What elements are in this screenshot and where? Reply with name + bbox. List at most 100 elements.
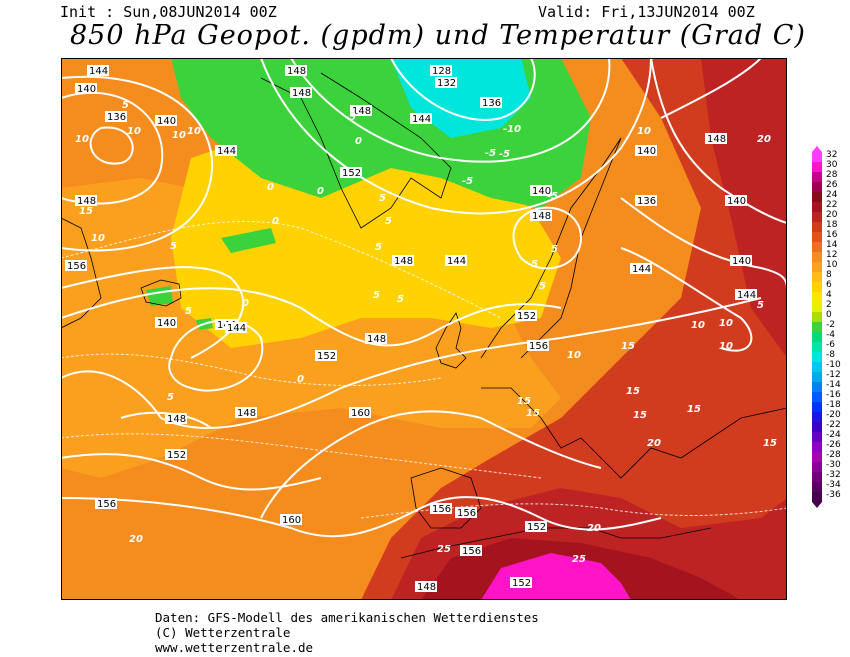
colorbar-cell [812, 462, 822, 472]
temperature-label: -5 [499, 149, 510, 160]
colorbar-cell [812, 182, 822, 192]
geopotential-label: 152 [515, 310, 537, 322]
colorbar-label: -6 [826, 340, 835, 350]
website-url[interactable]: www.wetterzentrale.de [155, 640, 314, 655]
colorbar-label: 4 [826, 290, 832, 300]
geopotential-label: 160 [349, 407, 371, 419]
colorbar-cell [812, 152, 822, 162]
colorbar-cell [812, 432, 822, 442]
colorbar-label: 24 [826, 190, 838, 200]
svg-text:152: 152 [512, 578, 531, 589]
geopotential-label: 156 [455, 507, 477, 519]
colorbar-label: 26 [826, 180, 838, 190]
temperature-label: 5 [379, 193, 386, 204]
map-frame [61, 58, 787, 600]
colorbar-label: -14 [826, 380, 841, 390]
colorbar-cell [812, 162, 822, 172]
svg-text:144: 144 [632, 264, 651, 275]
temperature-label: 10 [567, 350, 581, 361]
svg-text:152: 152 [342, 168, 361, 179]
temperature-label: -10 [503, 124, 521, 135]
temperature-label: 10 [691, 320, 705, 331]
geopotential-label: 140 [530, 185, 552, 197]
isoline-low-atlantic [168, 319, 264, 392]
temperature-label: 20 [587, 523, 601, 534]
svg-text:148: 148 [292, 88, 311, 99]
svg-text:144: 144 [217, 146, 236, 157]
geopotential-label: 152 [165, 449, 187, 461]
geopotential-label: 152 [525, 521, 547, 533]
temperature-label: 25 [572, 554, 586, 565]
geopotential-label: 136 [105, 111, 127, 123]
temperature-label: 0 [317, 186, 324, 197]
temperature-label: 15 [687, 404, 701, 415]
geopotential-label: 140 [75, 83, 97, 95]
greenland-coast [260, 72, 452, 229]
geopotential-label: 156 [460, 545, 482, 557]
svg-text:156: 156 [432, 504, 451, 515]
svg-text:156: 156 [529, 341, 548, 352]
temperature-label: -5 [462, 176, 473, 187]
geopotential-label: 132 [435, 77, 457, 89]
temperature-label: 0 [355, 136, 362, 147]
svg-text:152: 152 [167, 450, 186, 461]
colorbar-cell [812, 492, 822, 502]
isoline-144 [61, 75, 214, 252]
temperature-label: 5 [539, 281, 546, 292]
svg-text:152: 152 [517, 311, 536, 322]
colorbar-label: 32 [826, 150, 837, 160]
colorbar-label: 28 [826, 170, 838, 180]
temperature-label: 15 [763, 438, 777, 449]
temperature-label: 5 [551, 244, 558, 255]
iceland-coast [140, 279, 182, 307]
temperature-label: 20 [647, 438, 661, 449]
colorbar-label: 6 [826, 280, 832, 290]
geopotential-label: 144 [215, 145, 237, 157]
svg-text:140: 140 [732, 256, 751, 267]
colorbar-cell [812, 372, 822, 382]
isoline-east-low [620, 247, 753, 352]
temperature-colorbar: 32302826242220181614121086420-2-4-6-8-10… [812, 146, 841, 508]
isoline-east-148 [660, 58, 762, 119]
map-title: 850 hPa Geopot. (gpdm) und Temperatur (G… [70, 20, 806, 51]
temperature-label: 5 [375, 242, 382, 253]
geopotential-label: 144 [410, 113, 432, 125]
colorbar-cell [812, 382, 822, 392]
temperature-label: 25 [437, 544, 451, 555]
temperature-label: -5 [345, 112, 356, 123]
svg-text:136: 136 [107, 112, 126, 123]
svg-text:140: 140 [77, 84, 96, 95]
north-africa-coast [400, 527, 712, 559]
data-source-credit: Daten: GFS-Modell des amerikanischen Wet… [155, 610, 539, 625]
colorbar-cell [812, 362, 822, 372]
colorbar-cell [812, 402, 822, 412]
svg-text:140: 140 [637, 146, 656, 157]
colorbar-label: -36 [826, 490, 841, 500]
colorbar-top-arrow [812, 146, 822, 152]
colorbar-cell [812, 422, 822, 432]
temperature-label: 10 [91, 233, 105, 244]
colorbar-label: 8 [826, 270, 832, 280]
temperature-label: 5 [167, 392, 174, 403]
svg-text:128: 128 [432, 66, 451, 77]
temperature-label: 15 [517, 396, 531, 407]
svg-text:160: 160 [282, 515, 301, 526]
geopotential-label: 144 [87, 65, 109, 77]
colorbar-label: 20 [826, 210, 838, 220]
temperature-label: 15 [633, 410, 647, 421]
colorbar-label: 12 [826, 250, 837, 260]
temperature-label: 10 [187, 126, 201, 137]
valid-time-label: Valid: Fri,13JUN2014 00Z [538, 3, 755, 21]
colorbar-cell [812, 352, 822, 362]
colorbar-cell [812, 202, 822, 212]
temperature-label: -5 [547, 191, 558, 202]
geopotential-label: 156 [430, 503, 452, 515]
geopotential-label: 128 [430, 65, 452, 77]
colorbar-label: 16 [826, 230, 838, 240]
colorbar-label: 2 [826, 300, 832, 310]
isoline-152-south [61, 453, 322, 491]
scandinavia-coast [480, 137, 622, 359]
isoline-east-140 [650, 58, 787, 224]
